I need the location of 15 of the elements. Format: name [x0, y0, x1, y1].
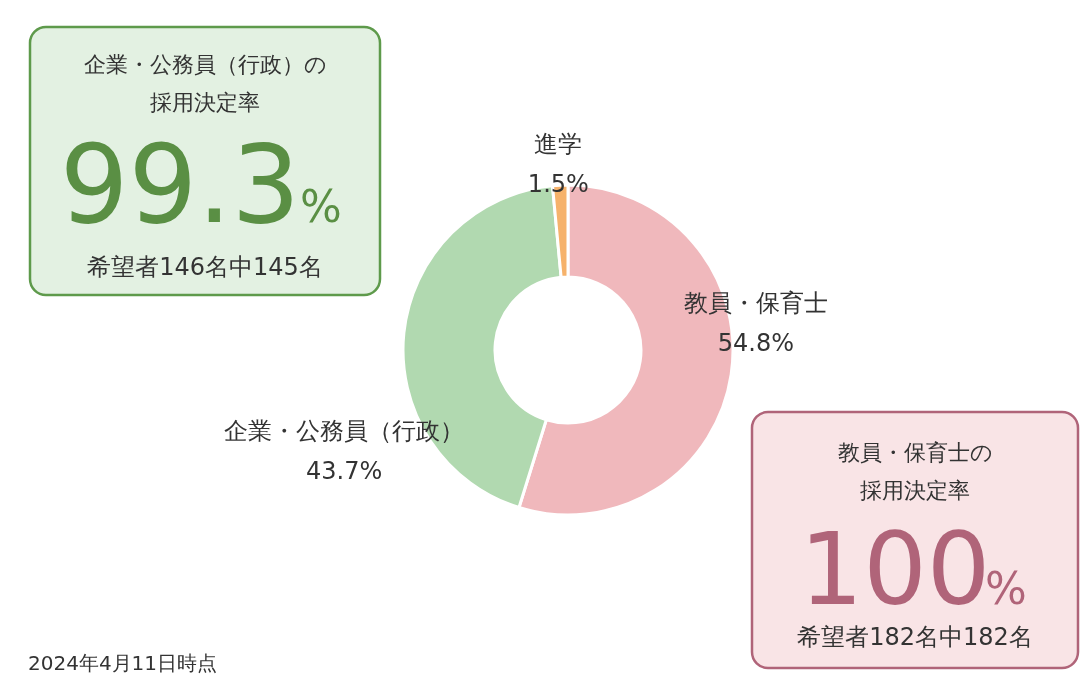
slice-label: 企業・公務員（行政）	[224, 416, 465, 445]
text: 2024年4月11日時点	[28, 651, 218, 675]
text: 希望者182名中182名	[797, 623, 1033, 651]
slice-label: 進学	[534, 130, 583, 159]
text: 採用決定率	[860, 478, 970, 503]
text: 希望者146名中145名	[87, 253, 323, 281]
text: 採用決定率	[150, 90, 260, 115]
text: 99.3	[59, 122, 301, 247]
slice-label: 教員・保育士	[683, 288, 828, 317]
text: 企業・公務員（行政）の	[83, 52, 327, 77]
data-label: 43.7%	[306, 456, 383, 485]
text: %	[300, 181, 342, 232]
data-label: 54.8%	[717, 328, 794, 357]
data-label: 1.5%	[527, 170, 589, 199]
text: 教員・保育士の	[837, 440, 993, 465]
